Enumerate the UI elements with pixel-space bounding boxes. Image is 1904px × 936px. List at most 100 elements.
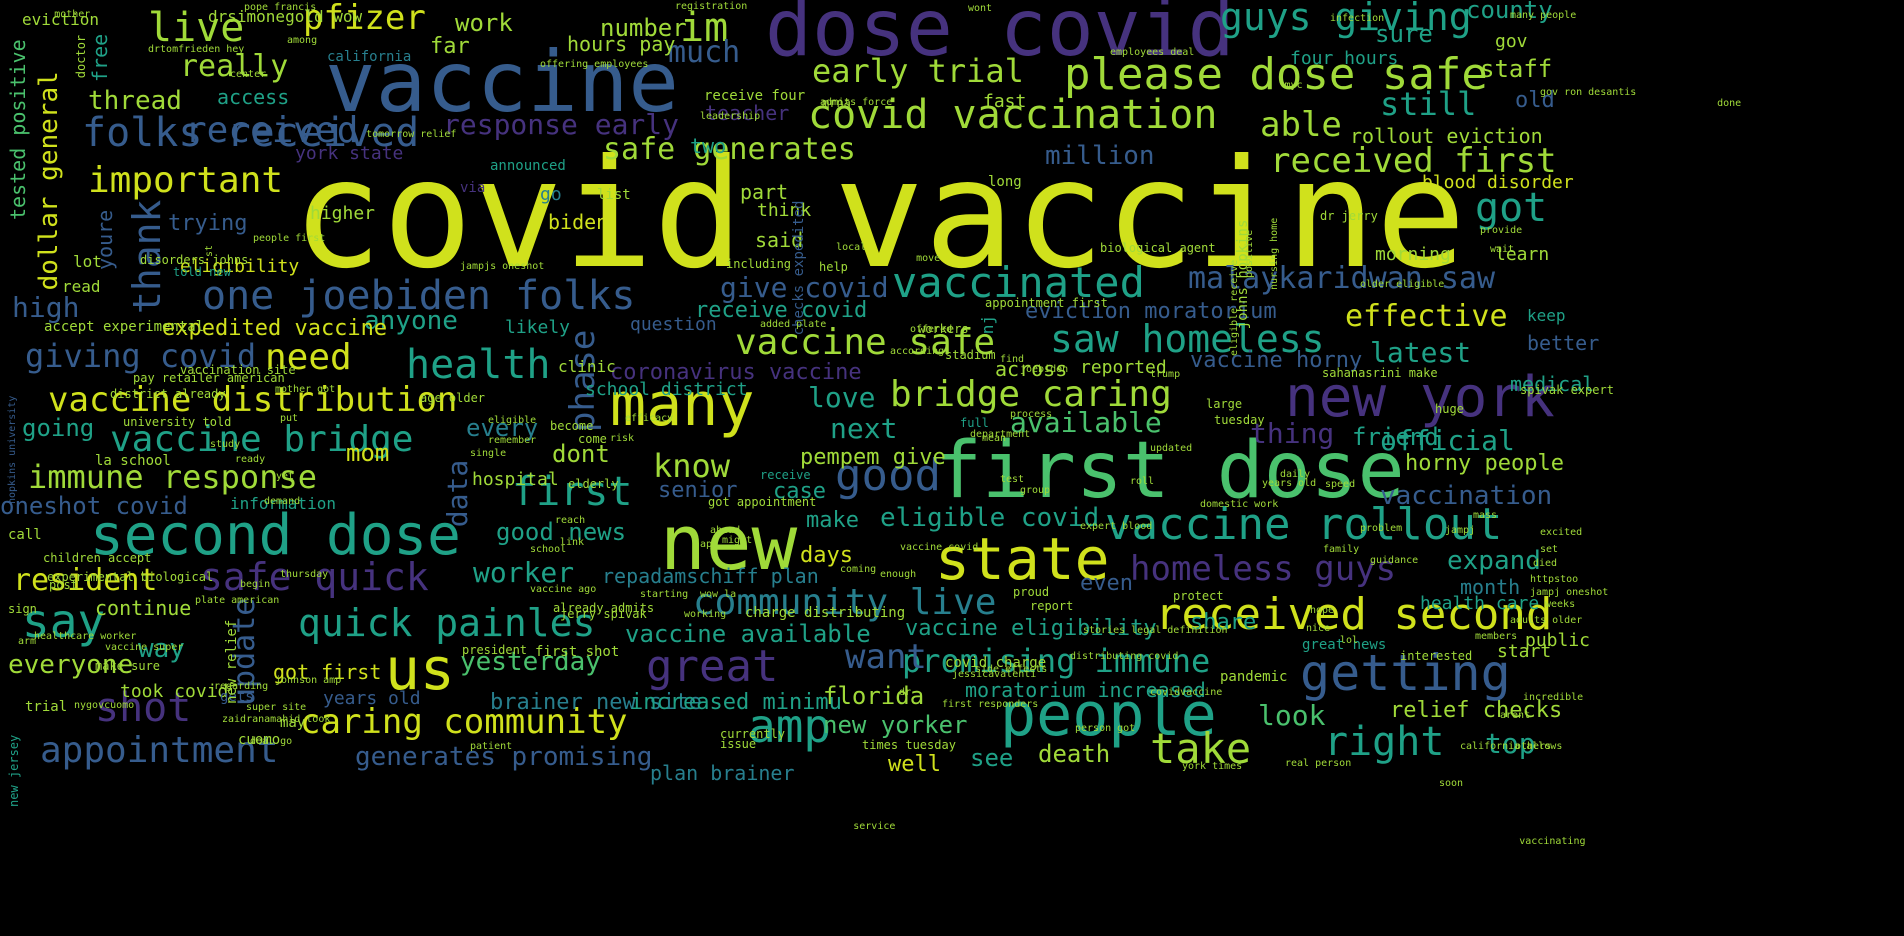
cloud-word: jessicavalenti — [952, 670, 1036, 680]
cloud-word: accept experimental — [44, 320, 204, 334]
cloud-word: charge distributing — [745, 606, 905, 620]
cloud-word: relief checks — [1390, 700, 1562, 722]
cloud-word: list — [597, 188, 631, 202]
cloud-word: sahanasrini make — [1322, 367, 1438, 379]
cloud-word: domestic work — [1200, 500, 1278, 510]
cloud-word: experimental biological — [47, 571, 213, 583]
cloud-word: well — [888, 754, 941, 776]
cloud-word: increased minimu — [630, 692, 842, 714]
cloud-word: many people — [1510, 11, 1576, 21]
cloud-word: biden — [548, 212, 608, 232]
cloud-word: process — [1010, 410, 1052, 420]
cloud-word: love — [808, 384, 875, 412]
cloud-word: two — [690, 136, 726, 156]
cloud-word: done — [1717, 99, 1741, 109]
cloud-word: death — [1038, 742, 1110, 766]
cloud-word: expand — [1447, 548, 1541, 574]
cloud-word: vaccination site — [180, 364, 296, 376]
cloud-word: staff — [1480, 57, 1552, 81]
cloud-word: weeks — [1545, 600, 1575, 610]
cloud-word: higher — [310, 205, 375, 223]
cloud-word: oneshot covid — [0, 494, 188, 518]
cloud-word: far — [430, 36, 470, 58]
cloud-word: health — [406, 345, 551, 385]
cloud-word: told new — [173, 266, 231, 278]
cloud-word: doctor — [75, 35, 87, 78]
cloud-word: first responders — [942, 700, 1038, 710]
cloud-word: children accept — [43, 552, 151, 564]
cloud-word: among — [287, 36, 317, 46]
cloud-word: come — [578, 433, 607, 445]
cloud-word: added plate — [760, 320, 826, 330]
cloud-word: call — [8, 528, 42, 542]
cloud-word: youre — [95, 210, 115, 270]
cloud-word: adults older — [1510, 616, 1582, 626]
cloud-word: blood disorder — [1422, 174, 1574, 192]
cloud-word: lol — [1340, 636, 1358, 646]
cloud-word: question — [630, 316, 717, 334]
cloud-word: work — [455, 11, 513, 35]
cloud-word: appointment first — [985, 297, 1108, 309]
cloud-word: person got — [1075, 724, 1135, 734]
cloud-word: eligible receive — [1230, 260, 1240, 356]
cloud-word: arent — [1500, 711, 1530, 721]
cloud-word: older eligible — [1360, 280, 1444, 290]
cloud-word: regarding — [214, 682, 268, 692]
cloud-word: wow la — [700, 590, 736, 600]
cloud-word: years old — [323, 690, 421, 708]
cloud-word: elderly — [568, 478, 619, 490]
cloud-word: horny people — [1405, 453, 1564, 475]
cloud-word: going — [22, 416, 94, 440]
cloud-word: protect — [1173, 590, 1224, 602]
cloud-word: took covid — [120, 683, 228, 701]
cloud-word: people first — [253, 234, 325, 244]
cloud-word: important — [88, 163, 283, 199]
cloud-word: mean — [982, 434, 1006, 444]
cloud-word: hours pay — [567, 34, 675, 54]
cloud-word: california allows — [1460, 742, 1562, 752]
cloud-word: joebiden — [1020, 365, 1068, 375]
cloud-word: begin — [240, 580, 270, 590]
cloud-word: continue — [95, 598, 191, 618]
cloud-word: school — [530, 545, 566, 555]
cloud-word: covidvaccine — [1150, 688, 1222, 698]
cloud-word: registration — [675, 2, 747, 12]
cloud-word: keep — [1527, 308, 1566, 324]
cloud-word: ahead — [710, 526, 740, 536]
cloud-word: quick painles — [298, 604, 595, 642]
cloud-word: jampj — [1445, 526, 1475, 536]
cloud-word: large — [1206, 398, 1242, 410]
cloud-word: died — [1533, 559, 1557, 569]
cloud-word: got — [1475, 188, 1547, 228]
cloud-word: healthcare worker — [34, 632, 136, 642]
cloud-word: spivak expert — [1520, 384, 1614, 396]
cloud-word: wont — [968, 4, 992, 14]
cloud-word: plan brainer — [650, 763, 795, 783]
cloud-word: effective — [1345, 302, 1508, 332]
cloud-word: members — [1475, 632, 1517, 642]
cloud-word: vaccinating — [1519, 837, 1585, 847]
cloud-word: risk — [610, 434, 634, 444]
cloud-word: vaccination — [1380, 483, 1552, 509]
cloud-word: health care — [1420, 595, 1539, 613]
cloud-word: gov ron desantis — [1540, 88, 1636, 98]
cloud-word: provide — [1480, 226, 1522, 236]
cloud-word: homeless guys — [1130, 552, 1396, 586]
cloud-word: latest — [1370, 339, 1471, 367]
cloud-word: local — [836, 243, 866, 253]
cloud-word: vaccine super — [105, 643, 183, 653]
cloud-word: hopkins university — [8, 396, 18, 504]
cloud-word: study — [210, 440, 240, 450]
cloud-word: working — [684, 610, 726, 620]
cloud-word: worker — [473, 559, 574, 587]
cloud-word: pempem give — [800, 447, 946, 469]
cloud-word: still — [1380, 88, 1476, 120]
cloud-word: distributing covid — [1070, 652, 1178, 662]
cloud-word: report — [1030, 600, 1073, 612]
cloud-word: years old — [1262, 479, 1316, 489]
cloud-word: stories legal definition — [1083, 626, 1228, 636]
cloud-word: public — [1525, 632, 1590, 650]
cloud-word: hospital — [472, 471, 559, 489]
cloud-word: set — [1540, 545, 1558, 555]
